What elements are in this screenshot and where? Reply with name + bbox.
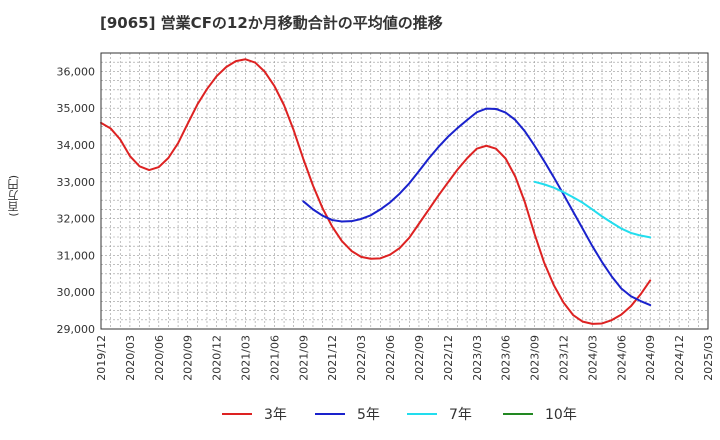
x-tick-label: 2022/09 <box>413 335 426 381</box>
x-tick-label: 2022/12 <box>442 335 455 381</box>
x-tick-label: 2022/06 <box>384 335 397 381</box>
x-tick-label: 2020/12 <box>211 335 224 381</box>
y-tick-label: 31,000 <box>57 249 96 262</box>
x-tick-label: 2024/09 <box>644 335 657 381</box>
series-line <box>100 58 652 325</box>
x-tick-label: 2020/03 <box>124 335 137 381</box>
legend-label: 3年 <box>264 407 287 423</box>
x-tick-label: 2022/03 <box>355 335 368 381</box>
x-tick-label: 2024/06 <box>615 335 628 381</box>
series-line <box>533 180 652 239</box>
legend-label: 5年 <box>357 407 380 423</box>
x-tick-label: 2021/12 <box>326 335 339 381</box>
x-tick-label: 2021/09 <box>297 335 310 381</box>
x-tick-label: 2019/12 <box>95 335 108 381</box>
x-tick-label: 2024/12 <box>673 335 686 381</box>
y-tick-label: 35,000 <box>57 102 96 115</box>
x-tick-label: 2023/12 <box>557 335 570 381</box>
legend-label: 7年 <box>449 407 472 423</box>
x-axis-ticks: 2019/12 2020/03 2020/06 2020/09 2020/12 2021/… <box>95 335 715 381</box>
x-tick-label: 2021/03 <box>240 335 253 381</box>
plot-frame <box>100 52 709 330</box>
x-tick-label: 2023/06 <box>500 335 513 381</box>
x-tick-label: 2020/09 <box>182 335 195 381</box>
y-tick-label: 32,000 <box>57 213 96 226</box>
y-tick-label: 33,000 <box>57 176 96 189</box>
legend: 3年 5年 7年 10年 <box>222 407 577 423</box>
x-tick-label: 2021/06 <box>268 335 281 381</box>
y-tick-label: 34,000 <box>57 139 96 152</box>
chart-title: [9065] 営業CFの12か月移動合計の平均値の推移 <box>100 14 443 32</box>
y-tick-label: 36,000 <box>57 65 96 78</box>
legend-label: 10年 <box>545 407 577 423</box>
x-tick-label: 2020/06 <box>153 335 166 381</box>
y-tick-label: 30,000 <box>57 286 96 299</box>
x-tick-label: 2023/09 <box>529 335 542 381</box>
x-tick-label: 2023/03 <box>471 335 484 381</box>
y-tick-label: 29,000 <box>57 323 96 336</box>
series-line <box>302 107 652 307</box>
series-lines <box>100 58 652 325</box>
x-tick-label: 2024/03 <box>586 335 599 381</box>
grid-lines <box>100 52 709 330</box>
y-axis-ticks: 29,000 30,000 31,000 32,000 33,000 34,000 35,0… <box>57 65 96 336</box>
x-tick-label: 2025/03 <box>702 335 715 381</box>
